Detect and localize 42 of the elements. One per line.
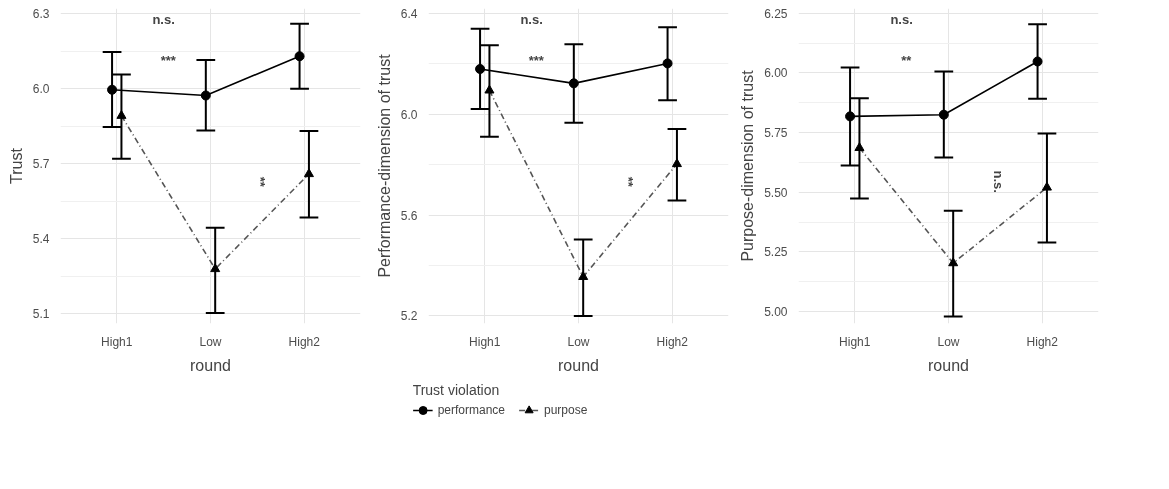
y-tick-label: 5.4	[32, 232, 50, 246]
y-tick-label: 5.25	[764, 245, 788, 260]
legend-label: purpose	[544, 403, 588, 417]
x-tick-label: Low	[937, 334, 960, 349]
annotation: **	[901, 53, 913, 69]
annotation: n.s.	[990, 170, 1006, 193]
y-tick-label: 6.3	[32, 7, 50, 21]
annotation: **	[620, 176, 636, 188]
y-tick-label: 5.2	[400, 309, 418, 324]
legend-title: Trust violation	[412, 382, 501, 398]
y-tick-label: 5.1	[32, 307, 50, 321]
y-tick-label: 6.4	[400, 7, 418, 22]
y-tick-label: 5.50	[764, 185, 788, 200]
y-axis-title: Purpose-dimension of trust	[739, 69, 757, 262]
x-tick-label: High2	[1026, 334, 1059, 349]
y-tick-label: 5.7	[32, 157, 50, 171]
x-axis-title: round	[928, 356, 969, 374]
annotation: n.s.	[520, 12, 543, 28]
x-axis-title: round	[558, 356, 599, 374]
y-axis-title: Performance-dimension of trust	[375, 53, 393, 278]
legend-label: performance	[437, 403, 505, 417]
y-tick-label: 5.00	[764, 305, 788, 320]
x-tick-label: High1	[101, 334, 133, 349]
y-tick-label: 6.0	[400, 107, 418, 122]
annotation: ***	[160, 53, 177, 69]
y-tick-label: 5.75	[764, 126, 788, 141]
annotation: n.s.	[152, 12, 175, 28]
y-tick-label: 6.00	[764, 66, 788, 81]
x-axis-title: round	[190, 356, 231, 374]
x-tick-label: Low	[567, 334, 590, 349]
x-tick-label: High2	[288, 334, 321, 349]
y-tick-label: 5.6	[400, 208, 418, 223]
annotation: n.s.	[890, 12, 913, 28]
x-tick-label: High2	[656, 334, 689, 349]
x-tick-label: High1	[839, 334, 871, 349]
y-tick-label: 6.0	[32, 82, 50, 96]
annotation: **	[252, 176, 268, 188]
y-axis-title: Trust	[7, 147, 25, 184]
x-tick-label: High1	[469, 334, 501, 349]
annotation: ***	[528, 53, 545, 69]
x-tick-label: Low	[199, 334, 222, 349]
y-tick-label: 6.25	[764, 6, 788, 21]
